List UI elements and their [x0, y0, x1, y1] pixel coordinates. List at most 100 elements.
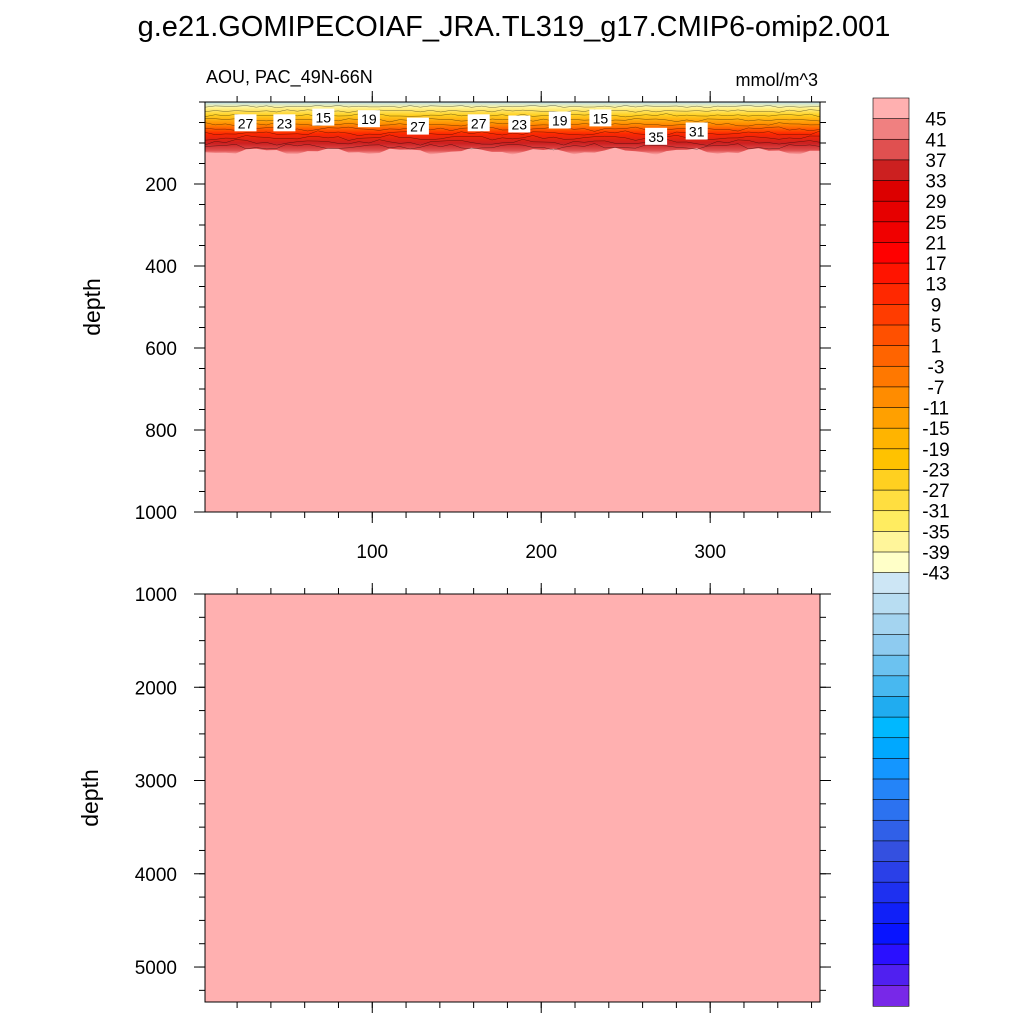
panel-units-label: mmol/m^3 — [736, 70, 818, 90]
lower-ticks: 1000 2000 3000 4000 5000 — [135, 583, 831, 1013]
x-tick-label: 300 — [694, 542, 726, 563]
contour-label: 27 — [467, 114, 490, 132]
y-tick-label: 1000 — [135, 503, 177, 524]
colorbar-label: 45 — [925, 110, 946, 131]
colorbar-label: 13 — [925, 275, 946, 296]
colorbar-label: -7 — [928, 378, 945, 399]
contour-label-text: 15 — [316, 110, 332, 126]
contour-label-text: 31 — [689, 124, 705, 140]
colorbar-swatch — [872, 861, 910, 883]
colorbar-swatch — [872, 716, 910, 739]
colorbar-swatch — [872, 97, 910, 120]
colorbar-swatch — [872, 221, 910, 244]
colorbar-label: -19 — [922, 440, 949, 461]
colorbar-label: -35 — [922, 522, 949, 543]
colorbar-swatch — [872, 365, 910, 388]
contour-label-box — [467, 114, 490, 132]
colorbar-label: 37 — [925, 151, 946, 172]
upper-plot-fill — [205, 102, 820, 512]
y-tick-label: 400 — [145, 257, 177, 278]
contour-label-text: 15 — [593, 110, 609, 126]
contour-label-text: 19 — [361, 111, 377, 127]
colorbar-swatch — [872, 345, 910, 367]
x-tick-label: 200 — [525, 542, 557, 563]
colorbar-swatch — [872, 654, 910, 677]
colorbar-swatch — [872, 304, 910, 326]
colorbar-swatch — [872, 985, 910, 1007]
colorbar-swatch — [872, 489, 910, 512]
contour-label: 19 — [357, 110, 380, 128]
contour-label: 31 — [685, 122, 708, 140]
colorbar-label: -39 — [922, 543, 949, 564]
colorbar-label: -11 — [923, 399, 949, 420]
y-tick-label: 600 — [145, 339, 177, 360]
colorbar-swatch — [872, 510, 910, 532]
colorbar-swatch — [872, 138, 910, 161]
contour-labels: 27 23 15 19 27 27 23 19 15 35 31 — [234, 108, 708, 145]
colorbar-swatch — [872, 572, 910, 594]
colorbar-swatch — [872, 819, 910, 842]
y-tick-label: 5000 — [135, 958, 177, 979]
colorbar-label: -31 — [922, 502, 949, 523]
colorbar-swatch — [872, 200, 910, 223]
colorbar-label: 33 — [925, 172, 946, 193]
colorbar-swatch — [872, 242, 910, 264]
colorbar-swatch — [872, 634, 910, 656]
upper-y-axis-label: depth — [79, 278, 105, 336]
contour-label-box — [548, 111, 571, 129]
contour-label: 35 — [645, 127, 668, 145]
colorbar-label: 1 — [931, 337, 942, 358]
contour-label-box — [273, 114, 296, 132]
colorbar-swatch — [872, 696, 910, 718]
contour-label: 23 — [508, 115, 531, 133]
contour-label-box — [685, 122, 708, 140]
colorbar-swatch — [872, 592, 910, 615]
y-tick-label: 2000 — [135, 678, 177, 699]
colorbar-swatch — [872, 531, 910, 553]
contour-line — [205, 130, 820, 136]
colorbar-label: -43 — [922, 564, 949, 585]
contour-label-text: 23 — [512, 117, 528, 133]
contour-label-text: 27 — [238, 115, 254, 131]
lower-plot-fill — [205, 594, 820, 1002]
contour-label: 27 — [406, 117, 429, 135]
panel-left-label: AOU, PAC_49N-66N — [206, 67, 373, 88]
contour-label-text: 35 — [648, 129, 664, 145]
upper-ticks: 200 400 600 800 1000 100 200 300 — [135, 91, 831, 563]
colorbar-swatch — [872, 675, 910, 698]
colorbar-label: -23 — [922, 461, 949, 482]
colorbar-swatch — [872, 964, 910, 986]
contour-label: 15 — [312, 108, 335, 126]
colorbar-swatch — [872, 613, 910, 636]
lower-plot-frame — [204, 593, 821, 1003]
colorbar-label: 29 — [925, 192, 946, 213]
contour-label: 23 — [273, 114, 296, 132]
colorbar-swatch — [872, 324, 910, 347]
colorbar-swatch — [872, 840, 910, 863]
contour-line — [205, 109, 820, 113]
colorbar-swatch — [872, 262, 910, 285]
colorbar-swatch — [872, 159, 910, 182]
contour-line — [205, 139, 820, 146]
contour-label: 27 — [234, 114, 257, 132]
y-tick-label: 200 — [145, 175, 177, 196]
colorbar-label: 41 — [925, 130, 946, 151]
upper-panel: 27 23 15 19 27 27 23 19 15 35 31 200 400 600 800 1000 1… — [79, 91, 831, 563]
contour-line — [205, 134, 820, 141]
contour-label-box — [357, 110, 380, 128]
colorbar-swatch — [872, 799, 910, 821]
figure-title: g.e21.GOMIPECOIAF_JRA.TL319_g17.CMIP6-om… — [138, 11, 891, 43]
colorbar-swatch — [872, 923, 910, 945]
y-tick-label: 1000 — [135, 585, 177, 606]
colorbar-swatch — [872, 469, 910, 491]
contour-label-text: 27 — [410, 119, 426, 135]
colorbar-label: -3 — [928, 357, 945, 378]
colorbar-label: -27 — [922, 481, 949, 502]
colorbar-label: -15 — [922, 419, 949, 440]
colorbar-swatch — [872, 448, 910, 471]
colorbar-swatch — [872, 386, 910, 409]
colorbar-swatch — [872, 881, 910, 904]
colorbar-swatch — [872, 427, 910, 450]
colorbar-label: 25 — [925, 213, 946, 234]
contour-label-box — [645, 127, 668, 145]
